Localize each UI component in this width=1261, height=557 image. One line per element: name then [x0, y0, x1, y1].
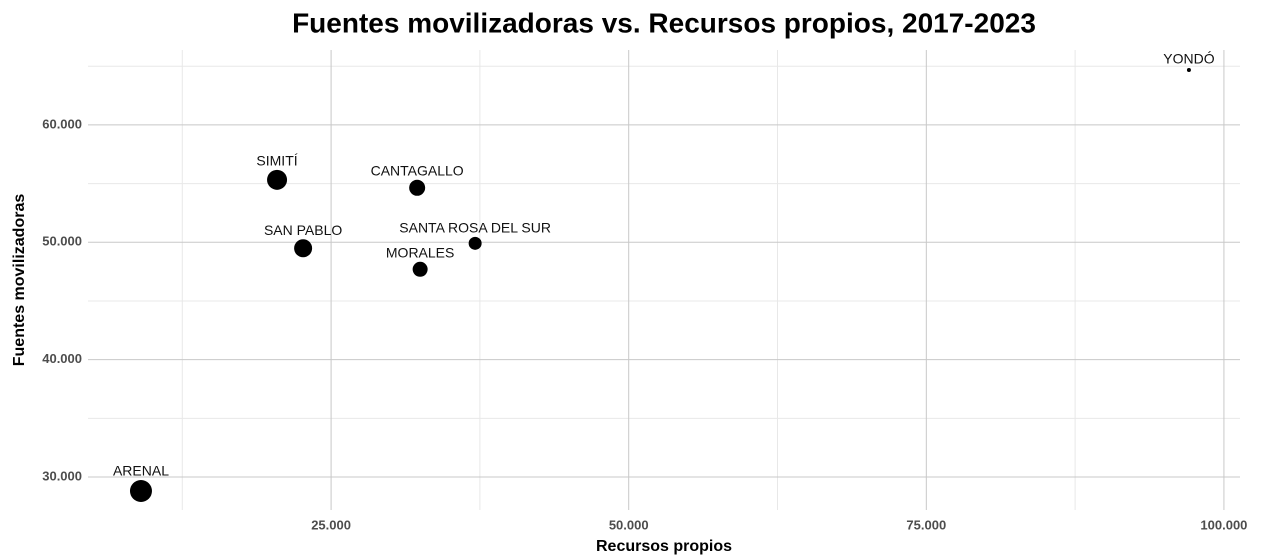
x-tick-label: 100.000 — [1200, 517, 1247, 532]
y-axis-label: Fuentes movilizadoras — [11, 194, 28, 367]
point-label: CANTAGALLO — [371, 163, 464, 179]
point — [468, 236, 482, 250]
y-tick-label: 60.000 — [42, 116, 82, 131]
point — [129, 479, 152, 502]
y-tick-label: 30.000 — [42, 468, 82, 483]
x-tick-label: 50.000 — [609, 517, 649, 532]
point — [1186, 67, 1191, 72]
y-tick-label: 50.000 — [42, 234, 82, 249]
point — [412, 261, 428, 277]
point-label: MORALES — [386, 244, 454, 260]
x-tick-label: 75.000 — [906, 517, 946, 532]
point — [267, 169, 288, 190]
x-tick-label: 25.000 — [311, 517, 351, 532]
point — [409, 179, 426, 196]
chart-title: Fuentes movilizadoras vs. Recursos propi… — [292, 7, 1036, 38]
y-tick-label: 40.000 — [42, 351, 82, 366]
point-label: SAN PABLO — [264, 222, 342, 238]
point-label: SIMITÍ — [256, 153, 297, 169]
x-axis-label: Recursos propios — [596, 538, 732, 555]
point-label: SANTA ROSA DEL SUR — [399, 220, 551, 236]
point — [294, 239, 313, 258]
point-label: ARENAL — [113, 463, 169, 479]
point-label: YONDÓ — [1163, 51, 1214, 67]
